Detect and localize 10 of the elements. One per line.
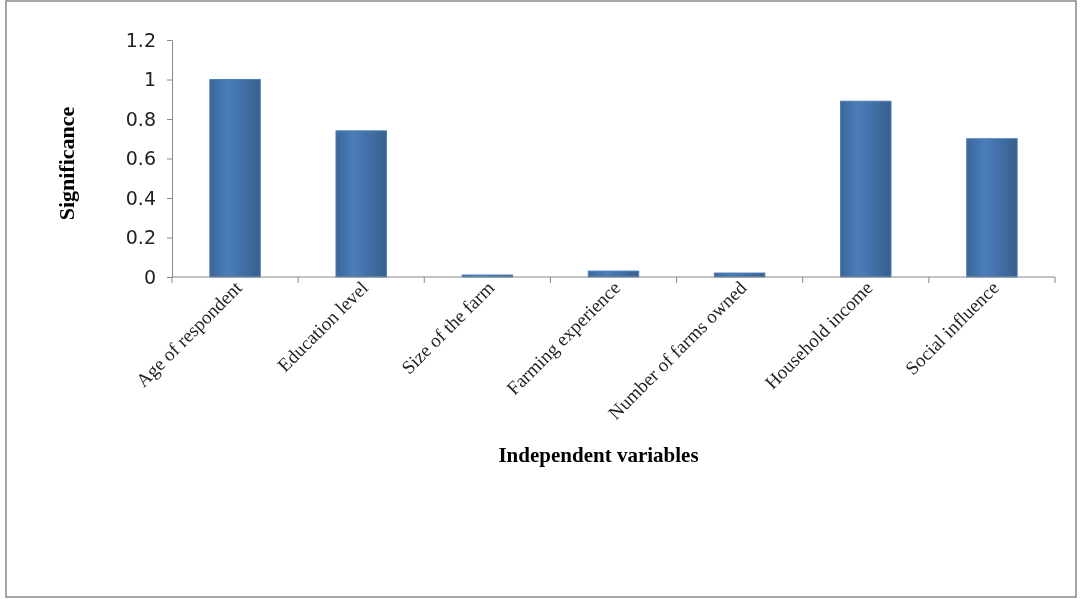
y-tick-label: 0.8 — [125, 107, 156, 130]
y-tick-label: 0 — [143, 265, 156, 288]
y-tick-label: 0.6 — [125, 147, 156, 170]
x-axis-title: Independent variables — [498, 443, 699, 467]
y-tick-label: 1.2 — [125, 28, 156, 51]
y-tick-label: 0.4 — [125, 186, 156, 209]
y-tick-label: 0.2 — [125, 226, 156, 249]
y-tick-label: 1 — [143, 68, 156, 91]
y-axis-title: Significance — [54, 106, 79, 221]
x-tick-label: Size of the farm — [397, 276, 499, 379]
